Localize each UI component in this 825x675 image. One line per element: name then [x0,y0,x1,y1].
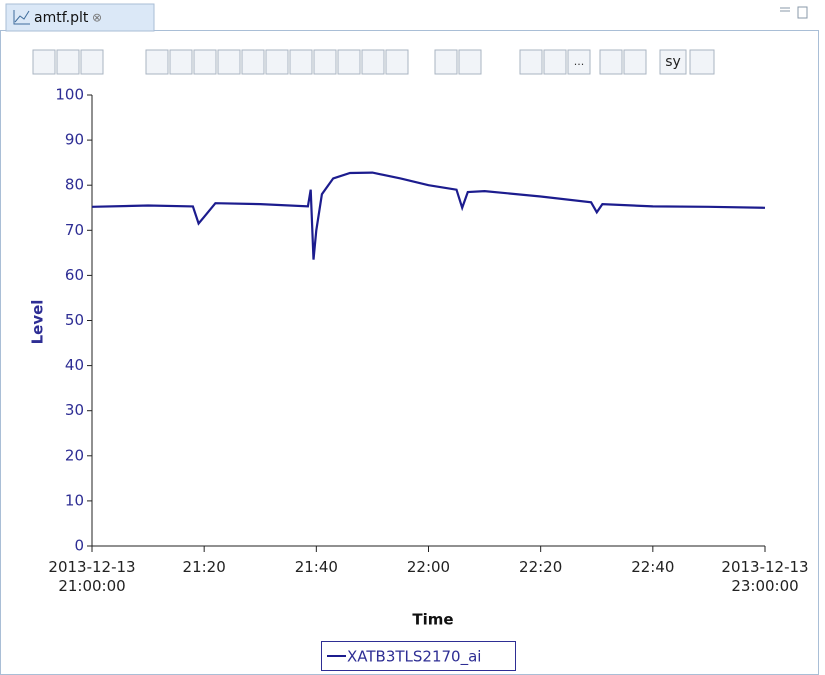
tab[interactable] [5,3,155,32]
toolbar-label: ... [574,55,585,68]
tool-button[interactable] [458,49,482,75]
x-axis-label: Time [412,611,453,629]
x-tick-label: 22:00 [406,558,451,576]
tool-button[interactable] [599,49,623,75]
y-tick-label: 50 [65,311,84,329]
legend [321,641,516,671]
tool-button[interactable] [80,49,104,75]
x-tick-label: 22:20 [519,558,563,576]
tool-button[interactable] [434,49,458,75]
legend-label: XATB3TLS2170_ai [347,648,481,667]
y-tick-label: 10 [65,491,84,509]
y-tick-label: 70 [65,221,84,239]
y-tick-label: 100 [55,86,84,104]
tool-button[interactable] [56,49,80,75]
tool-button[interactable] [361,49,385,75]
y-axis-label: Level [29,300,47,345]
tool-button[interactable] [337,49,361,75]
x-tick-label: 22:40 [631,558,675,576]
tab-icon [13,10,30,25]
tab-title: amtf.plt [34,10,89,26]
x-tick-label: 21:40 [294,558,338,576]
window-frame [0,30,819,675]
tool-button[interactable] [543,49,567,75]
y-tick-label: 40 [65,356,84,374]
tool-button[interactable] [145,49,169,75]
y-tick-label: 60 [65,266,84,284]
window-controls[interactable] [780,6,808,19]
y-tick-label: 20 [65,446,84,464]
y-tick-label: 90 [65,131,84,149]
x-tick-label: 2013-12-13 21:00:00 [48,558,136,595]
y-tick-label: 80 [65,176,84,194]
tool-button[interactable] [689,49,715,75]
tool-button[interactable] [659,49,687,75]
data-line [91,171,766,260]
tool-button[interactable] [169,49,193,75]
tab-close[interactable]: ⊗ [92,11,102,25]
tool-button[interactable] [385,49,409,75]
tool-button[interactable] [519,49,543,75]
tool-button[interactable] [567,49,591,75]
tool-button[interactable] [313,49,337,75]
tool-button[interactable] [265,49,289,75]
tool-button[interactable] [241,49,265,75]
y-tick-label: 30 [65,401,84,419]
tool-button[interactable] [193,49,217,75]
toolbar-label: sy [665,54,681,70]
y-tick-label: 0 [74,537,84,555]
x-tick-label: 21:20 [182,558,226,576]
tool-button[interactable] [289,49,313,75]
x-tick-label: 2013-12-13 23:00:00 [721,558,809,595]
toolbar [32,49,715,75]
tool-button[interactable] [217,49,241,75]
tool-button[interactable] [623,49,647,75]
tool-button[interactable] [32,49,56,75]
